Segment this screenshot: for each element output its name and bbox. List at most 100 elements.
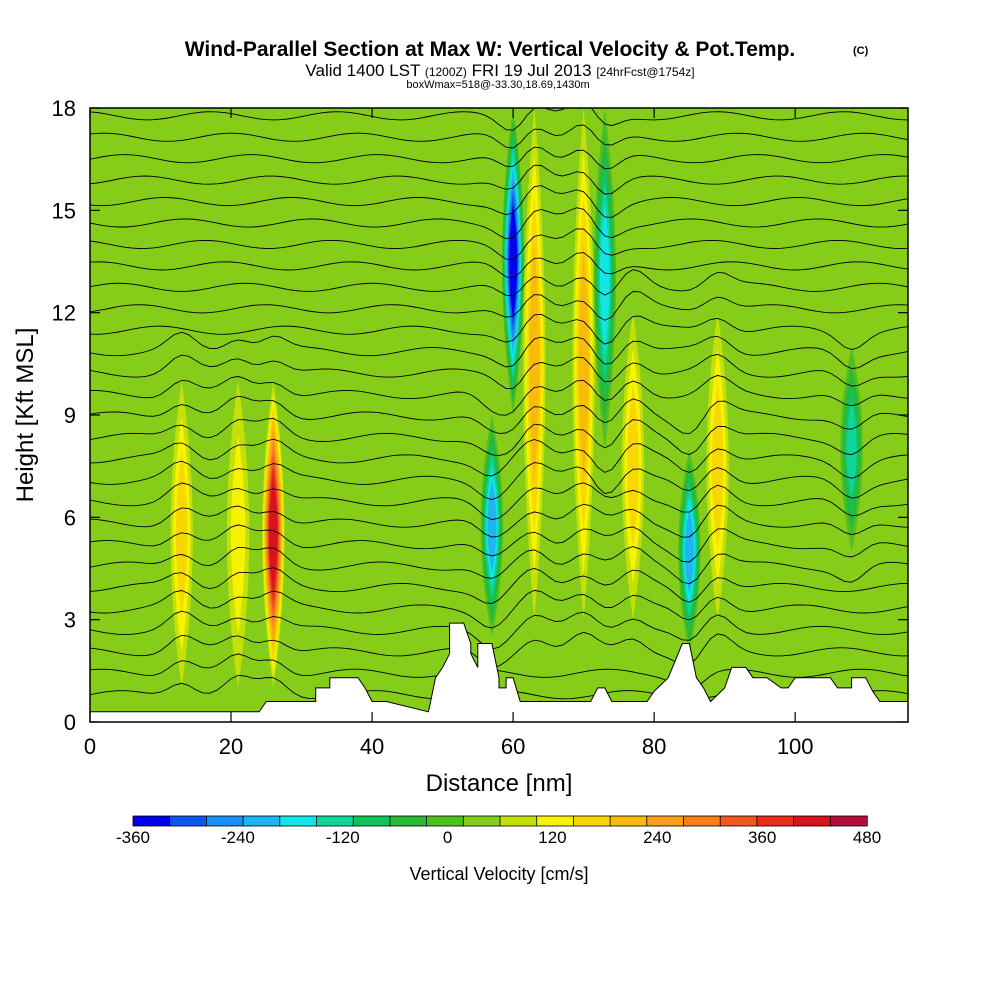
x-axis: 0 20 40 60 80 100: [84, 108, 814, 759]
velocity-feature: [480, 415, 504, 637]
isentrope-line: [90, 438, 908, 479]
isentrope-line: [90, 524, 908, 563]
chart-title: Wind-Parallel Section at Max W: Vertical…: [185, 38, 796, 61]
velocity-contour-band: [269, 476, 278, 593]
isentrope-line: [90, 331, 908, 370]
colorbar-swatch: [719, 815, 758, 827]
isentrope-line: [90, 610, 908, 650]
velocity-contour-band: [578, 242, 589, 486]
theta-isentropes: [90, 108, 908, 700]
velocity-feature: [706, 312, 729, 620]
colorbar-swatch: [132, 815, 171, 827]
colorbar-swatch: [205, 815, 244, 827]
isentrope-line: [90, 418, 908, 457]
colorbar-swatch: [683, 815, 721, 827]
subtitle-utc: (1200Z): [425, 65, 467, 79]
isentrope-line: [90, 653, 908, 692]
isentrope-line: [90, 252, 908, 279]
y-tick-label: 9: [64, 403, 76, 428]
colorbar-tick-label: 120: [538, 828, 566, 847]
velocity-field: [170, 108, 863, 688]
subtitle-date: FRI 19 Jul 2013: [472, 61, 592, 80]
y-tick-label: 0: [64, 710, 76, 735]
velocity-feature: [621, 312, 645, 620]
isentrope-line: [90, 146, 908, 170]
plot-area: [90, 108, 908, 722]
colorbar-swatch: [389, 815, 428, 827]
velocity-feature: [170, 380, 193, 688]
copyright-mark: (C): [853, 45, 869, 57]
colorbar-swatch: [352, 815, 391, 827]
colorbar-swatch: [573, 815, 611, 827]
isentrope-line: [90, 589, 908, 629]
colorbar-swatch: [793, 815, 831, 827]
colorbar: -360 -240 -120 0 120 240 360 480: [116, 815, 881, 847]
isentrope-line: [90, 108, 908, 131]
isentrope-line: [90, 291, 908, 321]
y-tick-label: 12: [52, 301, 76, 326]
y-tick-label: 15: [52, 198, 76, 223]
x-tick-label: 80: [642, 734, 666, 759]
x-tick-label: 100: [777, 734, 814, 759]
velocity-feature: [501, 108, 525, 415]
colorbar-tick-label: -120: [326, 828, 360, 847]
x-tick-label: 60: [501, 734, 525, 759]
isentrope-line: [90, 164, 908, 195]
y-axis-label: Height [Kft MSL]: [12, 328, 39, 503]
terrain-profile: [90, 622, 908, 722]
colorbar-swatch: [169, 815, 208, 827]
isentrope-line: [90, 269, 908, 297]
colorbar-tick-label: 240: [643, 828, 671, 847]
x-tick-label: 40: [360, 734, 384, 759]
colorbar-swatch: [536, 815, 575, 827]
isentrope-line: [90, 546, 908, 585]
colorbar-tick-label: -240: [221, 828, 255, 847]
x-tick-label: 0: [84, 734, 96, 759]
colorbar-swatch: [279, 815, 318, 827]
colorbar-swatch: [426, 815, 465, 827]
colorbar-swatch: [242, 815, 281, 827]
colorbar-tick-label: -360: [116, 828, 150, 847]
velocity-feature: [572, 108, 595, 620]
y-axis: 0 3 6 9 12 15 18: [52, 96, 908, 735]
colorbar-swatch: [756, 815, 795, 827]
colorbar-tick-label: 480: [853, 828, 881, 847]
velocity-contour-band: [509, 203, 518, 320]
velocity-feature: [226, 380, 250, 688]
chart-subtitle: Valid 1400 LST (1200Z) FRI 19 Jul 2013 […: [305, 61, 694, 80]
velocity-contour-band: [487, 479, 497, 573]
velocity-contour-band: [230, 434, 246, 635]
colorbar-label: Vertical Velocity [cm/s]: [409, 864, 588, 884]
y-tick-label: 6: [64, 505, 76, 530]
velocity-contour-band: [627, 384, 639, 549]
velocity-contour-band: [684, 508, 694, 595]
isentrope-line: [90, 207, 908, 240]
colorbar-swatch: [316, 815, 354, 827]
colorbar-tick-label: 0: [443, 828, 452, 847]
isentrope-line: [90, 313, 908, 351]
isentrope-line: [90, 482, 908, 521]
colorbar-swatch: [646, 815, 685, 827]
velocity-contour-band: [599, 203, 610, 354]
isentrope-line: [90, 124, 908, 149]
isentrope-line: [90, 353, 908, 389]
subtitle-forecast: [24hrFcst@1754z]: [596, 65, 694, 79]
velocity-feature: [840, 346, 863, 552]
colorbar-swatch: [499, 815, 538, 827]
velocity-contour-band: [175, 452, 188, 617]
subtitle-valid: Valid 1400 LST: [305, 61, 420, 80]
y-tick-label: 3: [64, 608, 76, 633]
velocity-contour-band: [846, 400, 857, 498]
x-axis-label: Distance [nm]: [426, 770, 573, 797]
colorbar-tick-label: 360: [748, 828, 776, 847]
isentrope-line: [90, 460, 908, 501]
velocity-feature: [262, 380, 285, 688]
isentrope-line: [90, 395, 908, 435]
chart-subtitle-small: boxWmax=518@-33.30,18.69,1430m: [406, 79, 589, 91]
colorbar-swatch: [829, 815, 868, 827]
isentrope-line: [90, 228, 908, 260]
isentrope-line: [90, 185, 908, 218]
isentrope-line: [90, 631, 908, 668]
colorbar-swatch: [609, 815, 648, 827]
